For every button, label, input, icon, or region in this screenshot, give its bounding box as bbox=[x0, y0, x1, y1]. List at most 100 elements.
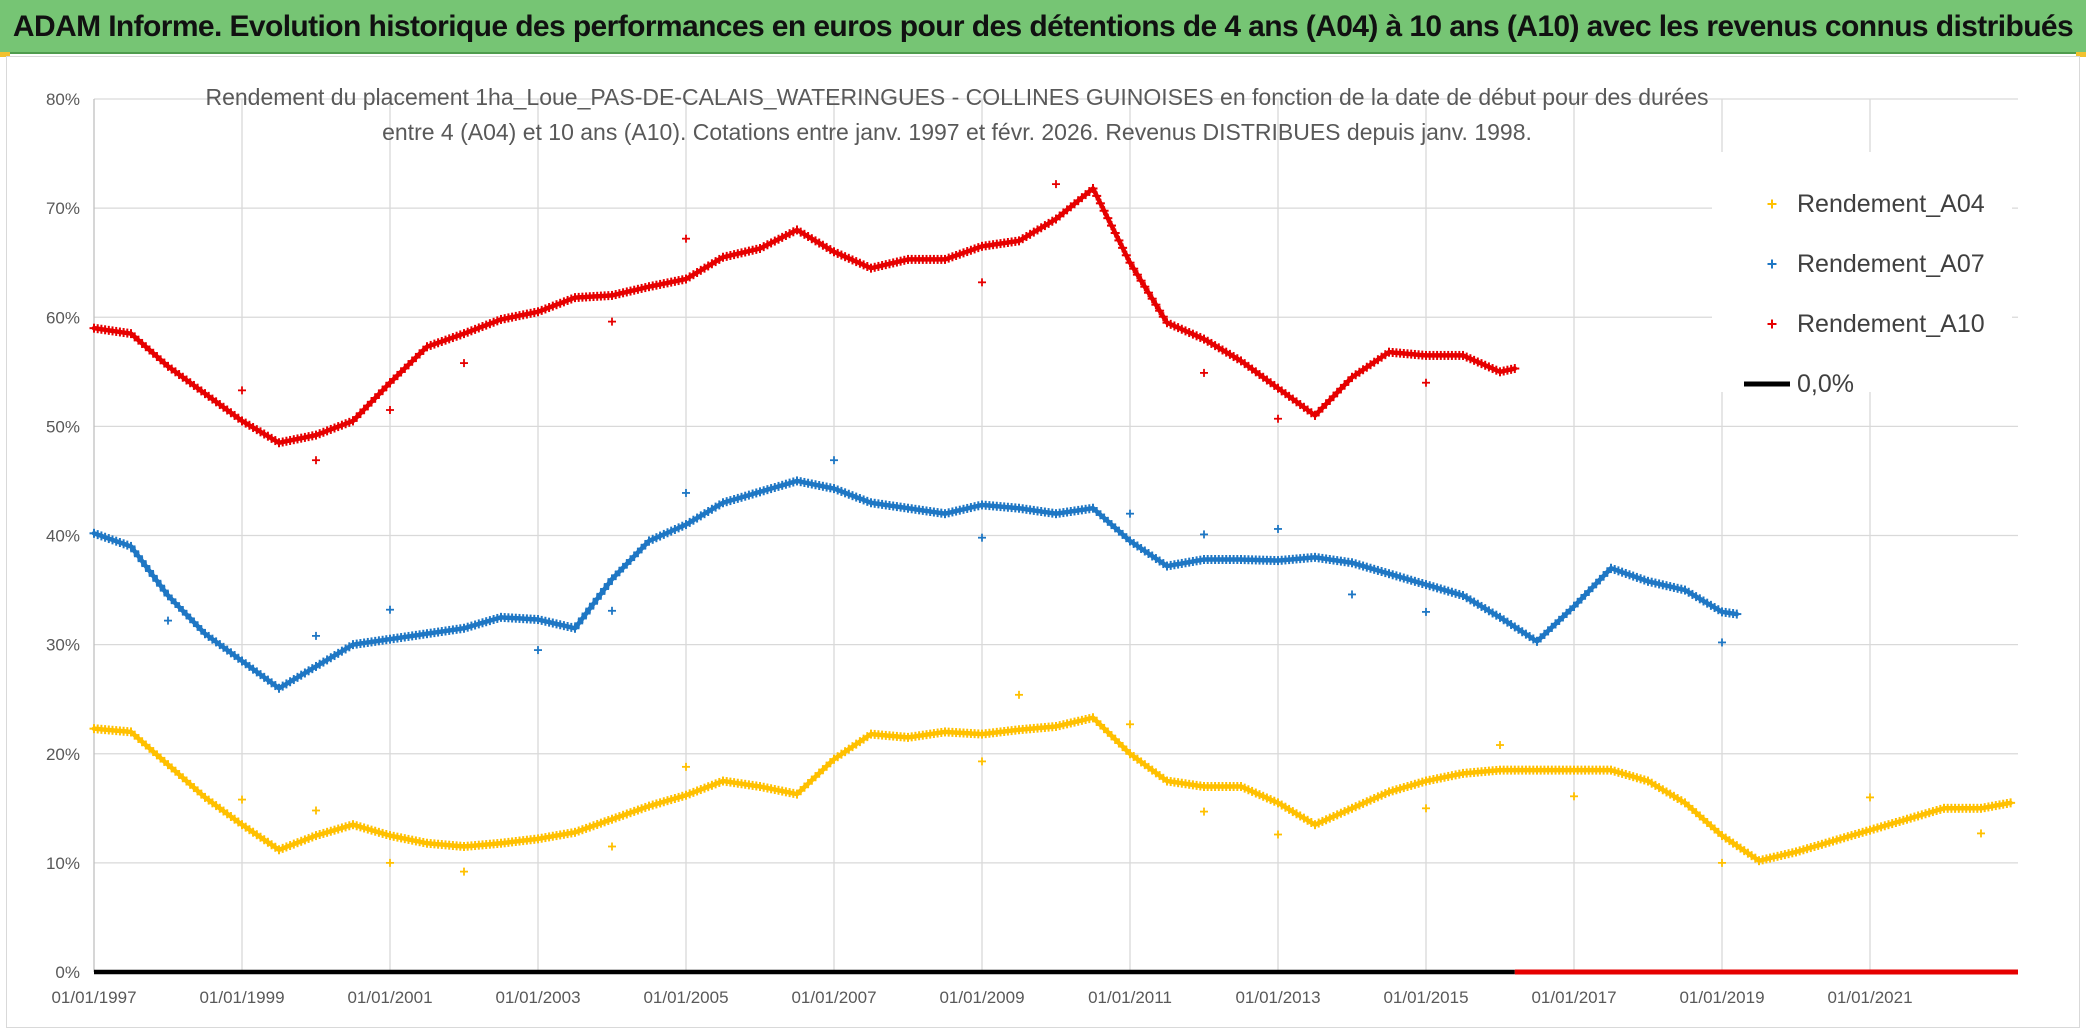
outlier-point bbox=[1274, 830, 1282, 839]
data-point bbox=[600, 584, 610, 594]
outlier-point bbox=[1015, 690, 1023, 699]
legend-marker-Rendement_A10 bbox=[1767, 319, 1777, 329]
x-tick-label: 01/01/2011 bbox=[1088, 988, 1172, 1007]
outlier-point bbox=[1200, 530, 1208, 539]
data-point bbox=[137, 556, 147, 566]
banner-corner-right bbox=[2076, 52, 2086, 57]
data-point bbox=[585, 604, 595, 614]
series-trace bbox=[91, 715, 2013, 863]
x-tick-label: 01/01/2001 bbox=[347, 988, 432, 1007]
legend-marker-Rendement_A04 bbox=[1767, 199, 1777, 209]
legend-label: Rendement_A04 bbox=[1797, 190, 1985, 218]
x-tick-label: 01/01/2005 bbox=[643, 988, 728, 1007]
x-tick-label: 01/01/1999 bbox=[199, 988, 284, 1007]
data-point bbox=[577, 613, 587, 623]
legend-marker-Rendement_A07 bbox=[1767, 259, 1777, 269]
data-point bbox=[148, 571, 158, 581]
data-point bbox=[1125, 258, 1135, 268]
series-Rendement_A10 bbox=[89, 180, 1520, 465]
outlier-point bbox=[682, 234, 690, 243]
x-tick-label: 01/01/2021 bbox=[1827, 988, 1912, 1007]
data-point bbox=[596, 589, 606, 599]
data-point bbox=[141, 561, 151, 571]
outlier-point bbox=[978, 757, 986, 766]
outlier-point bbox=[682, 488, 690, 497]
report-title: ADAM Informe. Evolution historique des p… bbox=[12, 10, 2074, 43]
x-tick-label: 01/01/2017 bbox=[1531, 988, 1616, 1007]
data-point bbox=[1099, 206, 1109, 216]
outlier-point bbox=[1126, 509, 1134, 518]
outlier-point bbox=[1274, 414, 1282, 423]
data-point bbox=[152, 576, 162, 586]
data-point bbox=[1103, 213, 1113, 223]
data-point bbox=[570, 623, 580, 633]
data-point bbox=[1132, 270, 1142, 280]
y-tick-label: 20% bbox=[46, 745, 80, 764]
outlier-point bbox=[164, 616, 172, 625]
outlier-point bbox=[1422, 607, 1430, 616]
outlier-point bbox=[386, 858, 394, 867]
chart-title-line-2: entre 4 (A04) et 10 ans (A10). Cotations… bbox=[382, 119, 1532, 145]
outlier-point bbox=[1274, 524, 1282, 533]
y-tick-label: 70% bbox=[46, 199, 80, 218]
data-point bbox=[156, 581, 166, 591]
legend-box bbox=[1712, 152, 2012, 392]
outlier-point bbox=[608, 842, 616, 851]
data-point bbox=[1088, 183, 1098, 193]
outlier-point bbox=[1200, 807, 1208, 816]
x-tick-label: 01/01/2003 bbox=[495, 988, 580, 1007]
data-point bbox=[581, 609, 591, 619]
data-point bbox=[1114, 235, 1124, 245]
data-point bbox=[1121, 250, 1131, 260]
y-tick-label: 0% bbox=[55, 963, 80, 982]
data-point bbox=[1732, 609, 1742, 619]
legend: Rendement_A04 Rendement_A07 Rendement_A10 0… bbox=[1712, 152, 2012, 398]
report-banner: ADAM Informe. Evolution historique des p… bbox=[0, 0, 2086, 57]
y-tick-label: 50% bbox=[46, 417, 80, 436]
y-tick-label: 40% bbox=[46, 527, 80, 546]
data-point bbox=[126, 541, 136, 551]
data-point bbox=[1092, 191, 1102, 201]
x-tick-label: 01/01/2007 bbox=[791, 988, 876, 1007]
axes: 0% 10% 20% 30% 40% 50% 60% 70% 80% 01/01/1997 01/0… bbox=[46, 90, 1913, 1007]
outlier-point bbox=[312, 456, 320, 465]
performance-chart: 0% 10% 20% 30% 40% 50% 60% 70% 80% 01/01/1997 01/0… bbox=[46, 84, 2018, 1007]
outlier-point bbox=[1348, 590, 1356, 599]
legend-label: Rendement_A10 bbox=[1797, 310, 1985, 338]
outlier-point bbox=[460, 359, 468, 368]
data-point bbox=[1151, 300, 1161, 310]
outlier-point bbox=[682, 762, 690, 771]
series-Rendement_A07 bbox=[89, 456, 1742, 693]
x-tick-label: 01/01/2009 bbox=[939, 988, 1024, 1007]
outlier-point bbox=[830, 456, 838, 465]
data-point bbox=[1147, 294, 1157, 304]
data-point bbox=[589, 599, 598, 609]
series-Rendement_A04 bbox=[89, 690, 2016, 876]
outlier-point bbox=[1052, 180, 1060, 189]
chart-title-line-1: Rendement du placement 1ha_Loue_PAS-DE-C… bbox=[205, 84, 1708, 110]
data-point bbox=[145, 566, 154, 576]
data-point bbox=[159, 586, 169, 596]
data-point bbox=[1129, 264, 1139, 274]
data-point bbox=[1136, 276, 1146, 286]
outlier-point bbox=[238, 795, 246, 804]
data-point bbox=[1158, 312, 1168, 322]
x-tick-label: 01/01/2015 bbox=[1383, 988, 1468, 1007]
y-tick-label: 60% bbox=[46, 308, 80, 327]
outlier-point bbox=[1422, 378, 1430, 387]
outlier-point bbox=[1422, 804, 1430, 813]
outlier-point bbox=[1718, 638, 1726, 647]
outlier-point bbox=[1126, 720, 1134, 729]
x-tick-label: 01/01/1997 bbox=[51, 988, 136, 1007]
outlier-point bbox=[386, 406, 394, 415]
outlier-point bbox=[534, 646, 542, 655]
x-tick-label: 01/01/2019 bbox=[1679, 988, 1764, 1007]
data-point bbox=[130, 546, 140, 556]
data-point bbox=[2006, 798, 2016, 808]
outlier-point bbox=[978, 278, 986, 287]
banner-corner-left bbox=[0, 52, 10, 57]
x-tick-label: 01/01/2013 bbox=[1235, 988, 1320, 1007]
data-point bbox=[1095, 198, 1105, 208]
outlier-point bbox=[460, 867, 468, 876]
outlier-point bbox=[1496, 741, 1504, 750]
